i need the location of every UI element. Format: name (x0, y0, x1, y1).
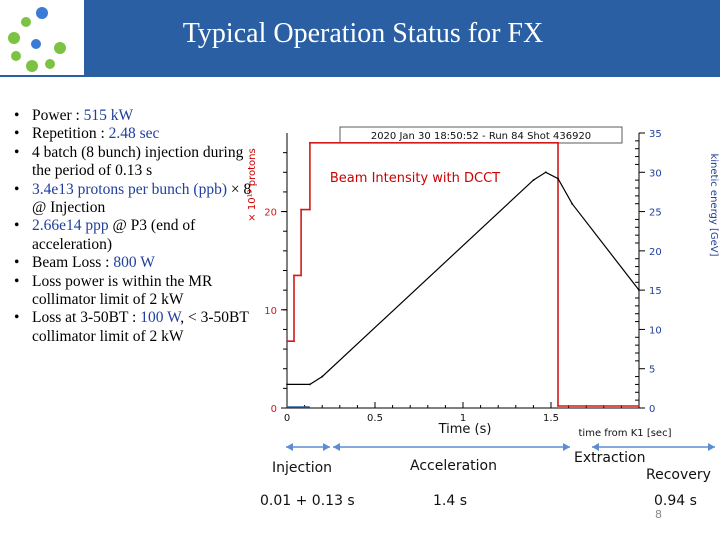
bullet-item: Loss power is within the MR collimator l… (14, 273, 254, 310)
y-right-tick-label: 15 (649, 286, 662, 297)
bullet-item: 2.66e14 ppp @ P3 (end of acceleration) (14, 217, 254, 254)
series-point (544, 171, 547, 174)
phase-duration-injection: 0.01 + 0.13 s (260, 493, 355, 509)
title-band (84, 0, 720, 75)
bullet-item: Beam Loss : 800 W (14, 254, 254, 273)
series-point (638, 405, 640, 407)
phase-label-injection: Injection (272, 460, 333, 476)
bullet-label: Loss at 3-50BT : (32, 309, 141, 327)
y-left-tick-label: 10 (264, 306, 277, 317)
series-point (308, 208, 311, 211)
bullet-label: 4 batch (8 bunch) injection during the p… (32, 143, 244, 180)
bullet-label: Power : (32, 107, 84, 124)
bullet-item: Repetition : 2.48 sec (14, 125, 254, 144)
bullet-item: Loss at 3-50BT : 100 W, < 3-50BT collima… (14, 309, 254, 346)
y-right-tick-label: 5 (649, 365, 655, 376)
y-left-tick-label: 20 (264, 208, 277, 219)
chart-header-label: 2020 Jan 30 18:50:52 - Run 84 Shot 43692… (371, 131, 591, 142)
series-point (286, 340, 288, 343)
series-point (293, 274, 295, 277)
slide-header: Typical Operation Status for FX (0, 0, 720, 77)
x-tick-label: 1 (460, 413, 466, 424)
logo (0, 0, 84, 75)
chart: 2020 Jan 30 18:50:52 - Run 84 Shot 43692… (245, 125, 720, 440)
bullet-value: 2.66e14 ppp (32, 217, 109, 235)
x-axis-overlay-title: Time (s) (438, 422, 492, 437)
series-point (293, 340, 295, 343)
header-divider (0, 75, 720, 77)
x-tick-label: 0 (284, 413, 290, 424)
series-point (308, 141, 311, 144)
series-point (557, 141, 559, 144)
y-right-axis-title: kinetic energy [GeV] (708, 153, 719, 256)
series-point (532, 179, 535, 182)
series-point (286, 383, 288, 386)
series-point (638, 289, 640, 292)
x-axis-title: time from K1 [sec] (579, 428, 672, 439)
bullet-list: Power : 515 kWRepetition : 2.48 sec4 bat… (14, 107, 254, 346)
bullet-value: 2.48 sec (108, 125, 160, 143)
bullet-value: 800 W (113, 254, 155, 272)
kinetic-energy-line (287, 171, 640, 385)
bullet-item: Power : 515 kW (14, 107, 254, 126)
bullet-label: Beam Loss : (32, 254, 114, 272)
bullet-label: Repetition : (32, 125, 109, 143)
bullet-item: 4 batch (8 bunch) injection during the p… (14, 144, 254, 181)
series-point (300, 274, 302, 277)
beam-annotation: Beam Intensity with DCCT (330, 171, 500, 186)
y-right-tick-label: 35 (649, 129, 662, 140)
y-right-tick-label: 30 (649, 168, 662, 179)
y-right-tick-label: 0 (649, 404, 655, 415)
phase-label-recovery: Recovery (646, 467, 711, 483)
y-right-tick-label: 25 (649, 208, 662, 219)
phase-label-acceleration: Acceleration (410, 458, 497, 474)
series-point (557, 177, 559, 180)
phase-label-extraction: Extraction (574, 450, 646, 466)
phase-arrow-injection (286, 443, 330, 451)
series-point (300, 208, 302, 211)
x-tick-label: 1.5 (543, 413, 559, 424)
phase-duration-recovery: 0.94 s (654, 493, 697, 509)
bullet-value: 3.4e13 protons per bunch (ppb) (32, 180, 227, 198)
bullet-rest: , < 3-50BT collimator limit of 2 kW (32, 309, 249, 345)
bullet-value: 515 kW (83, 107, 134, 124)
y-left-tick-label: 0 (271, 404, 277, 415)
page-title: Typical Operation Status for FX (182, 18, 544, 49)
phase-duration-acceleration: 1.4 s (433, 493, 468, 509)
bullet-value: 100 W (140, 309, 181, 327)
y-left-axis-title: × 10¹³ protons (247, 148, 258, 221)
y-right-tick-label: 10 (649, 325, 662, 336)
y-right-tick-label: 20 (649, 247, 662, 258)
series-point (308, 383, 311, 386)
chart-svg: 2020 Jan 30 18:50:52 - Run 84 Shot 43692… (247, 126, 719, 439)
series-point (571, 202, 574, 205)
series-point (321, 375, 324, 378)
bullet-label: Loss power is within the MR collimator l… (32, 272, 213, 309)
series-point (557, 405, 559, 407)
phase-arrow-acceleration (333, 443, 570, 451)
page-number: 8 (655, 508, 662, 521)
beam-intensity-line (287, 141, 639, 407)
x-tick-label: 0.5 (367, 413, 383, 424)
bullet-item: 3.4e13 protons per bunch (ppb) × 8 @ Inj… (14, 181, 254, 218)
j-parc-logo-icon (8, 7, 66, 72)
bullet-rest: × 8 @ Injection (32, 180, 252, 217)
bullet-rest: @ P3 (end of acceleration) (32, 217, 196, 253)
